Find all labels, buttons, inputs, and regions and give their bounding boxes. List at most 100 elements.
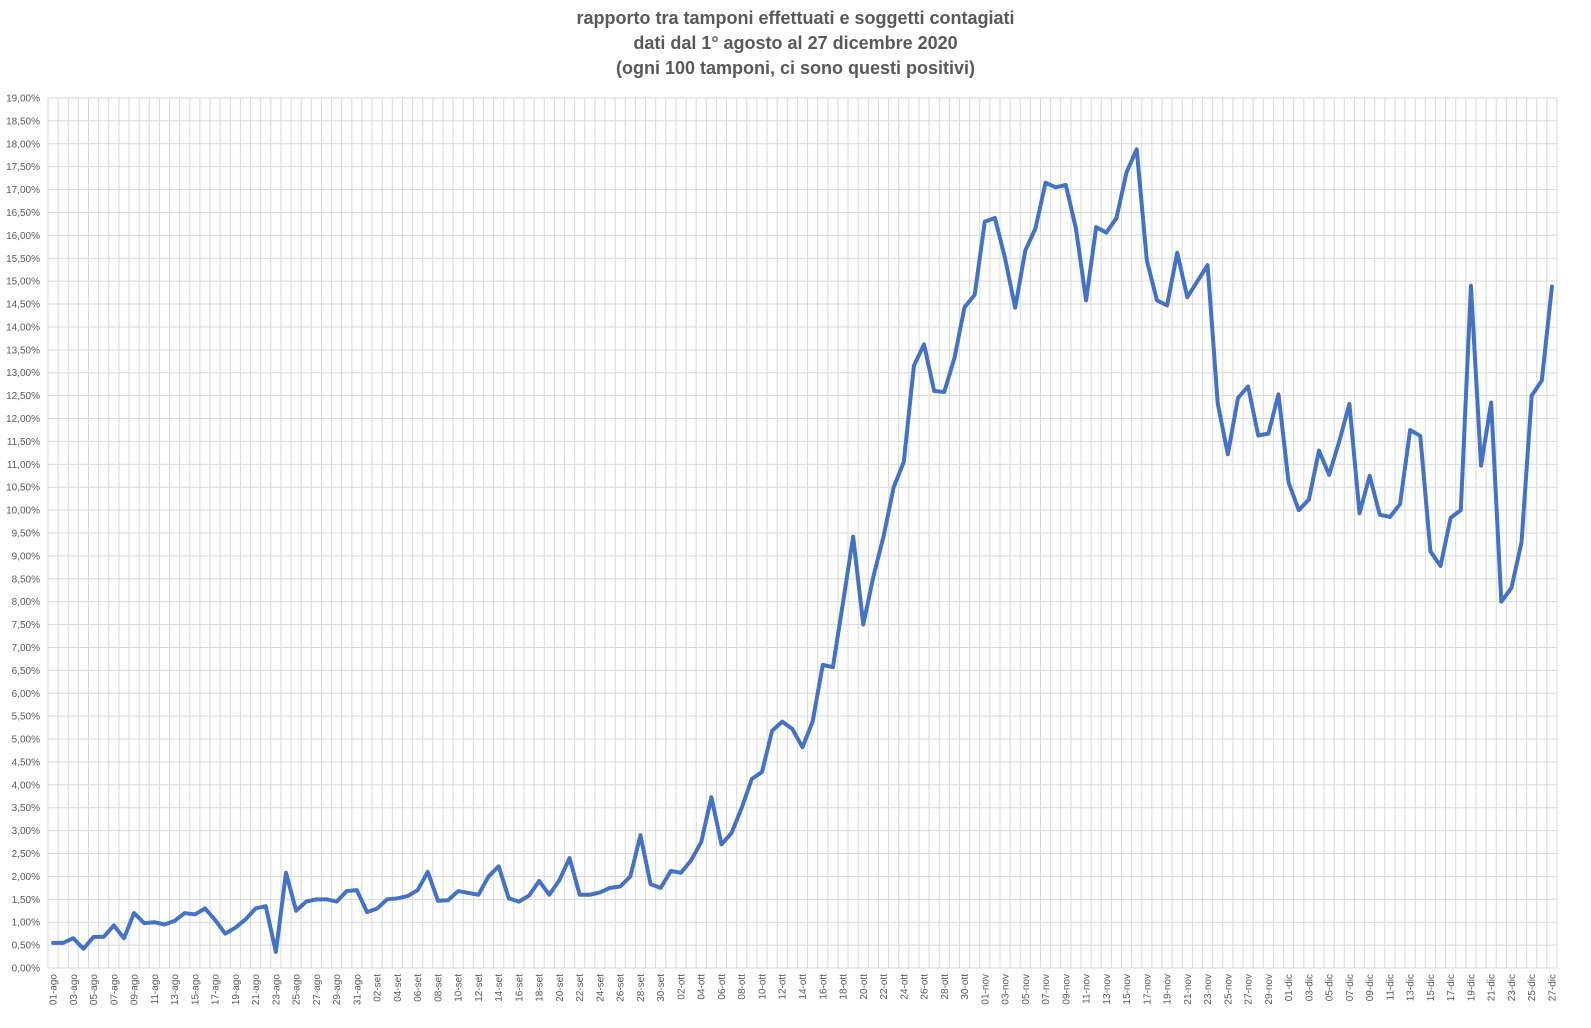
y-tick-label: 14,00% bbox=[6, 322, 40, 333]
y-tick-label: 13,00% bbox=[6, 368, 40, 379]
y-tick-label: 17,50% bbox=[6, 162, 40, 173]
x-tick-label: 30-set bbox=[656, 974, 667, 1002]
x-tick-label: 04-set bbox=[393, 974, 404, 1002]
x-tick-label: 15-dic bbox=[1426, 974, 1437, 1001]
x-tick-label: 12-set bbox=[474, 974, 485, 1002]
x-tick-label: 26-set bbox=[616, 974, 627, 1002]
series-layer bbox=[51, 147, 1554, 954]
x-tick-label: 29-ago bbox=[332, 974, 343, 1006]
x-tick-label: 27-nov bbox=[1244, 974, 1255, 1005]
y-tick-label: 6,50% bbox=[12, 666, 40, 677]
x-tick-label: 13-nov bbox=[1102, 974, 1113, 1005]
x-tick-label: 23-ago bbox=[271, 974, 282, 1006]
x-tick-label: 06-set bbox=[413, 974, 424, 1002]
x-tick-label: 24-ott bbox=[899, 974, 910, 1000]
x-tick-label: 13-ago bbox=[170, 974, 181, 1006]
x-tick-label: 05-nov bbox=[1021, 974, 1032, 1005]
series-line bbox=[51, 147, 1554, 954]
y-tick-label: 4,00% bbox=[12, 780, 40, 791]
x-tick-label: 23-dic bbox=[1507, 974, 1518, 1001]
x-tick-label: 02-ott bbox=[676, 974, 687, 1000]
y-tick-label: 18,00% bbox=[6, 139, 40, 150]
x-tick-label: 09-ago bbox=[130, 974, 141, 1006]
x-tick-label: 28-set bbox=[636, 974, 647, 1002]
chart-title-line-3: (ogni 100 tamponi, ci sono questi positi… bbox=[615, 58, 976, 78]
y-tick-label: 15,50% bbox=[6, 254, 40, 265]
x-tick-label: 05-ago bbox=[89, 974, 100, 1006]
x-tick-label: 10-set bbox=[454, 974, 465, 1002]
y-tick-label: 11,00% bbox=[7, 460, 40, 471]
y-tick-label: 8,00% bbox=[12, 597, 40, 608]
x-tick-label: 31-ago bbox=[352, 974, 363, 1006]
x-tick-label: 22-ott bbox=[879, 974, 890, 1000]
x-tick-label: 13-dic bbox=[1406, 974, 1417, 1001]
x-tick-label: 12-ott bbox=[778, 974, 789, 1000]
x-tick-label: 17-dic bbox=[1446, 974, 1457, 1001]
x-tick-label: 27-dic bbox=[1547, 974, 1558, 1001]
x-tick-label: 11-ago bbox=[150, 974, 161, 1005]
x-tick-label: 16-ott bbox=[818, 974, 829, 1000]
x-tick-label: 10-ott bbox=[757, 974, 768, 1000]
chart-title-line-2: dati dal 1° agosto al 27 dicembre 2020 bbox=[633, 33, 958, 53]
y-tick-label: 3,00% bbox=[12, 826, 40, 837]
x-tick-label: 21-dic bbox=[1487, 974, 1498, 1001]
x-tick-label: 19-nov bbox=[1163, 974, 1174, 1005]
x-tick-label: 07-dic bbox=[1345, 974, 1356, 1001]
chart-title-line-1: rapporto tra tamponi effettuati e sogget… bbox=[576, 8, 1015, 28]
x-tick-label: 20-set bbox=[555, 974, 566, 1002]
x-axis: 01-ago 03-ago 05-ago 07-ago 09-ago 11-ago 13-a… bbox=[49, 974, 1559, 1006]
y-tick-label: 16,50% bbox=[6, 208, 40, 219]
y-tick-label: 12,00% bbox=[6, 414, 40, 425]
x-tick-label: 08-ott bbox=[737, 974, 748, 1000]
x-tick-label: 11-nov bbox=[1082, 974, 1093, 1004]
y-tick-label: 11,50% bbox=[7, 437, 40, 448]
y-tick-label: 5,00% bbox=[12, 735, 40, 746]
y-tick-label: 7,50% bbox=[12, 620, 40, 631]
y-tick-label: 10,50% bbox=[6, 483, 40, 494]
y-tick-label: 0,50% bbox=[12, 941, 40, 952]
y-tick-label: 14,50% bbox=[6, 300, 40, 311]
x-tick-label: 07-ago bbox=[109, 974, 120, 1006]
x-tick-label: 23-nov bbox=[1203, 974, 1214, 1005]
x-tick-label: 03-ago bbox=[69, 974, 80, 1006]
gridlines bbox=[47, 97, 1558, 969]
y-tick-label: 16,00% bbox=[6, 231, 40, 242]
x-tick-label: 24-set bbox=[595, 974, 606, 1002]
x-tick-label: 29-nov bbox=[1264, 974, 1275, 1005]
y-tick-label: 0,00% bbox=[12, 964, 40, 975]
x-tick-label: 04-ott bbox=[697, 974, 708, 1000]
x-tick-label: 07-nov bbox=[1041, 974, 1052, 1005]
x-tick-label: 09-dic bbox=[1365, 974, 1376, 1001]
x-tick-label: 14-set bbox=[494, 974, 505, 1002]
x-tick-label: 19-dic bbox=[1466, 974, 1477, 1001]
x-tick-label: 17-nov bbox=[1142, 974, 1153, 1005]
y-tick-label: 6,00% bbox=[12, 689, 40, 700]
x-tick-label: 11-dic bbox=[1385, 974, 1396, 1001]
x-tick-label: 01-dic bbox=[1284, 974, 1295, 1001]
x-tick-label: 28-ott bbox=[940, 974, 951, 1000]
y-tick-label: 9,50% bbox=[12, 529, 40, 540]
y-tick-label: 18,50% bbox=[6, 116, 40, 127]
x-tick-label: 22-set bbox=[575, 974, 586, 1002]
y-tick-label: 4,50% bbox=[12, 757, 40, 768]
x-tick-label: 01-ago bbox=[49, 974, 60, 1006]
x-tick-label: 17-ago bbox=[211, 974, 222, 1006]
y-tick-label: 1,50% bbox=[12, 895, 40, 906]
x-tick-label: 21-ago bbox=[251, 974, 262, 1006]
y-tick-label: 5,50% bbox=[12, 712, 40, 723]
y-tick-label: 7,00% bbox=[12, 643, 40, 654]
x-tick-label: 02-set bbox=[373, 974, 384, 1002]
x-tick-label: 08-set bbox=[433, 974, 444, 1002]
y-tick-label: 2,00% bbox=[12, 872, 40, 883]
x-tick-label: 18-ott bbox=[839, 974, 850, 1000]
x-tick-label: 21-nov bbox=[1183, 974, 1194, 1005]
y-tick-label: 19,00% bbox=[6, 94, 40, 105]
x-tick-label: 18-set bbox=[535, 974, 546, 1002]
y-tick-label: 9,00% bbox=[12, 551, 40, 562]
x-tick-label: 26-ott bbox=[920, 974, 931, 1000]
y-tick-label: 3,50% bbox=[12, 803, 40, 814]
x-tick-label: 27-ago bbox=[312, 974, 323, 1006]
y-tick-label: 8,50% bbox=[12, 574, 40, 585]
x-tick-label: 25-dic bbox=[1527, 974, 1538, 1001]
